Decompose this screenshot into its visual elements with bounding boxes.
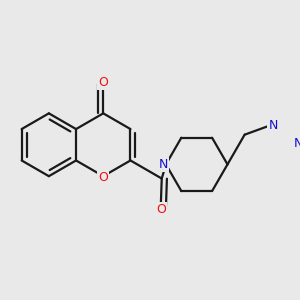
Text: O: O: [156, 203, 166, 216]
Text: N: N: [268, 119, 278, 132]
Text: N: N: [159, 158, 168, 171]
Text: O: O: [98, 171, 108, 184]
Text: O: O: [98, 76, 108, 89]
Text: N: N: [294, 137, 300, 150]
